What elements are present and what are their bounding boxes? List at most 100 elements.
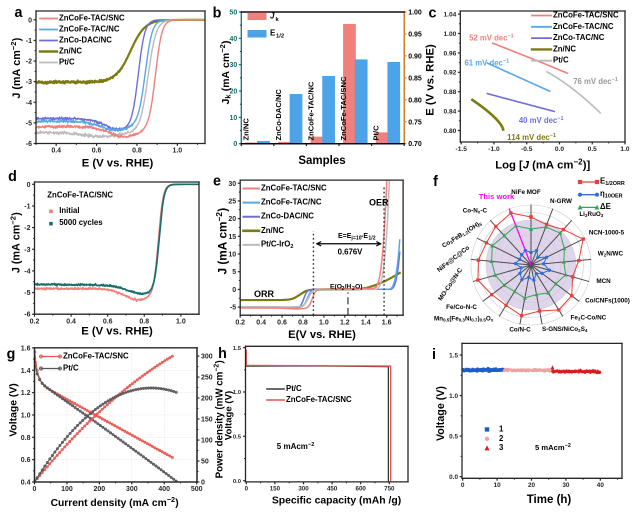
svg-text:40: 40 <box>597 482 605 489</box>
svg-text:2: 2 <box>352 286 355 292</box>
svg-text:7 6 m: 7 6 m V d e c − 1 <box>573 68 619 88</box>
svg-text:10: 10 <box>230 115 238 122</box>
svg-text:-2: -2 <box>24 225 30 232</box>
svg-text:-1.0: -1.0 <box>488 146 500 153</box>
svg-text:E (V vs. RHE): E (V vs. RHE) <box>82 158 154 170</box>
svg-text:ZnCoFe-TAC/SNC: ZnCoFe-TAC/SNC <box>286 395 352 404</box>
svg-text:W N / W: W N / W C 2 <box>598 242 628 259</box>
svg-text:0: 0 <box>245 485 249 492</box>
svg-text:g: g <box>7 346 16 362</box>
svg-text:300: 300 <box>298 485 309 492</box>
svg-text:ZnCoFe-TAC/NC: ZnCoFe-TAC/NC <box>553 22 614 31</box>
svg-text:4 0 m: 4 0 m V d e c − 1 <box>519 107 565 127</box>
svg-text:1.5: 1.5 <box>233 346 242 352</box>
svg-text:300: 300 <box>201 354 213 361</box>
svg-text:5 m A c: 5 m A c m − 2 <box>535 434 572 454</box>
svg-text:0.2: 0.2 <box>30 318 40 325</box>
svg-text:ORR: ORR <box>254 289 275 299</box>
svg-text:0.0: 0.0 <box>233 479 242 485</box>
svg-text:6 1 m: 6 1 m V d e c − 1 <box>464 49 510 69</box>
svg-text:Specific capacity (mAh /g): Specific capacity (mAh /g) <box>272 496 401 507</box>
svg-text:0.8: 0.8 <box>298 319 308 326</box>
svg-text:Initial: Initial <box>59 206 79 215</box>
svg-text:1 1 4: 1 1 4 m V d e c − 1 <box>507 124 557 144</box>
svg-text:j=10: j=10 <box>350 236 361 242</box>
svg-text:1.2: 1.2 <box>340 319 350 326</box>
svg-text:O): O) <box>355 283 363 290</box>
svg-text:1.00: 1.00 <box>443 31 456 38</box>
svg-text:100: 100 <box>201 438 213 445</box>
svg-text:ZnCoFe-TAC/SNC: ZnCoFe-TAC/SNC <box>47 191 113 200</box>
svg-text:J ( m A: J ( m A c m ) − 2 <box>3 33 24 98</box>
svg-text:E=E: E=E <box>338 233 352 240</box>
svg-text:-0.5: -0.5 <box>521 146 533 153</box>
svg-text:0.2: 0.2 <box>235 319 245 326</box>
svg-text:30: 30 <box>562 482 570 489</box>
svg-text:-5: -5 <box>24 290 30 297</box>
svg-text:Pt/C: Pt/C <box>59 58 75 67</box>
svg-text:P t / C -: P t / C - I r O 2 <box>261 234 295 251</box>
svg-text:-3: -3 <box>26 79 32 86</box>
svg-text:1.0: 1.0 <box>449 393 458 400</box>
svg-text:0.90: 0.90 <box>408 53 422 60</box>
svg-text:0: 0 <box>27 182 31 189</box>
svg-text:20: 20 <box>228 216 236 223</box>
svg-text:0: 0 <box>33 486 37 493</box>
svg-text:5: 5 <box>232 269 236 276</box>
svg-text:Co/N-C: Co/N-C <box>509 327 531 334</box>
svg-text:0.85: 0.85 <box>408 75 422 82</box>
svg-text:750: 750 <box>384 485 395 492</box>
svg-text:Zn/NC: Zn/NC <box>553 44 576 53</box>
svg-text:50: 50 <box>201 459 209 466</box>
svg-text:10: 10 <box>228 252 236 259</box>
svg-text:0: 0 <box>28 17 32 24</box>
svg-text:250: 250 <box>201 375 213 382</box>
svg-text:Fe/Co-N-C: Fe/Co-N-C <box>446 304 477 311</box>
svg-text:0.80: 0.80 <box>443 128 456 135</box>
svg-text:Pt/C: Pt/C <box>553 56 569 65</box>
svg-text:0: 0 <box>201 480 205 487</box>
svg-text:-4: -4 <box>26 100 32 107</box>
svg-text:ZnCo-DAC/NC: ZnCo-DAC/NC <box>59 36 112 45</box>
svg-text:5 m A: 5 m A c m − 2 <box>277 433 316 453</box>
svg-text:-2: -2 <box>26 59 32 66</box>
svg-text:S - G N: S - G N S / N i C o S 2 4 <box>542 318 589 336</box>
svg-text:ZnCoFe-TAC/SNC: ZnCoFe-TAC/SNC <box>63 352 129 361</box>
svg-text:1.0: 1.0 <box>620 146 629 153</box>
svg-text:200: 200 <box>94 486 106 493</box>
svg-text:0.4: 0.4 <box>256 319 266 326</box>
svg-text:Voltage (V): Voltage (V) <box>223 391 234 440</box>
svg-text:M n ( F: M n ( F e N i ) O 0 . 5 0 . 3 0 . 7 0 . … <box>434 307 495 325</box>
svg-text:OER: OER <box>369 197 389 207</box>
svg-text:1.0: 1.0 <box>176 318 186 325</box>
svg-text:ZnCoFe-TAC/SNC: ZnCoFe-TAC/SNC <box>261 184 327 193</box>
svg-text:1.0: 1.0 <box>319 319 329 326</box>
svg-text:25: 25 <box>228 198 236 205</box>
svg-text:-1: -1 <box>24 203 30 210</box>
svg-text:0.88: 0.88 <box>443 89 456 96</box>
svg-text:η 1 0 O E: η 1 0 O E R <box>600 183 623 201</box>
svg-text:N-GRW: N-GRW <box>550 198 572 205</box>
svg-text:i: i <box>432 347 436 363</box>
svg-text:h: h <box>218 346 227 362</box>
svg-text:Time (h): Time (h) <box>527 494 572 506</box>
svg-text:0.8: 0.8 <box>21 435 31 442</box>
svg-text:300: 300 <box>126 486 138 493</box>
svg-text:0.84: 0.84 <box>443 108 456 115</box>
svg-text:Zn/NC: Zn/NC <box>261 226 284 235</box>
svg-text:E (V vs. RHE): E (V vs. RHE) <box>424 44 436 116</box>
svg-text:J ( m A: J ( m A c m ) − 2 <box>209 203 230 274</box>
svg-text:ZnCo-TAC/NC: ZnCo-TAC/NC <box>553 33 605 42</box>
svg-text:L i R u: L i R u O 2 3 <box>579 203 605 221</box>
svg-text:-1.5: -1.5 <box>456 146 468 153</box>
svg-text:1.6: 1.6 <box>382 319 392 326</box>
svg-text:1.5: 1.5 <box>449 352 458 359</box>
svg-text:E(V vs. RHE): E(V vs. RHE) <box>288 329 356 341</box>
svg-text:1/2: 1/2 <box>276 33 284 39</box>
svg-text:30: 30 <box>228 181 236 188</box>
svg-text:-6: -6 <box>26 141 32 148</box>
svg-text:1.04: 1.04 <box>443 11 456 18</box>
svg-text:1.0: 1.0 <box>172 148 182 155</box>
svg-text:/H: /H <box>345 283 352 290</box>
svg-text:0.70: 0.70 <box>408 141 422 148</box>
